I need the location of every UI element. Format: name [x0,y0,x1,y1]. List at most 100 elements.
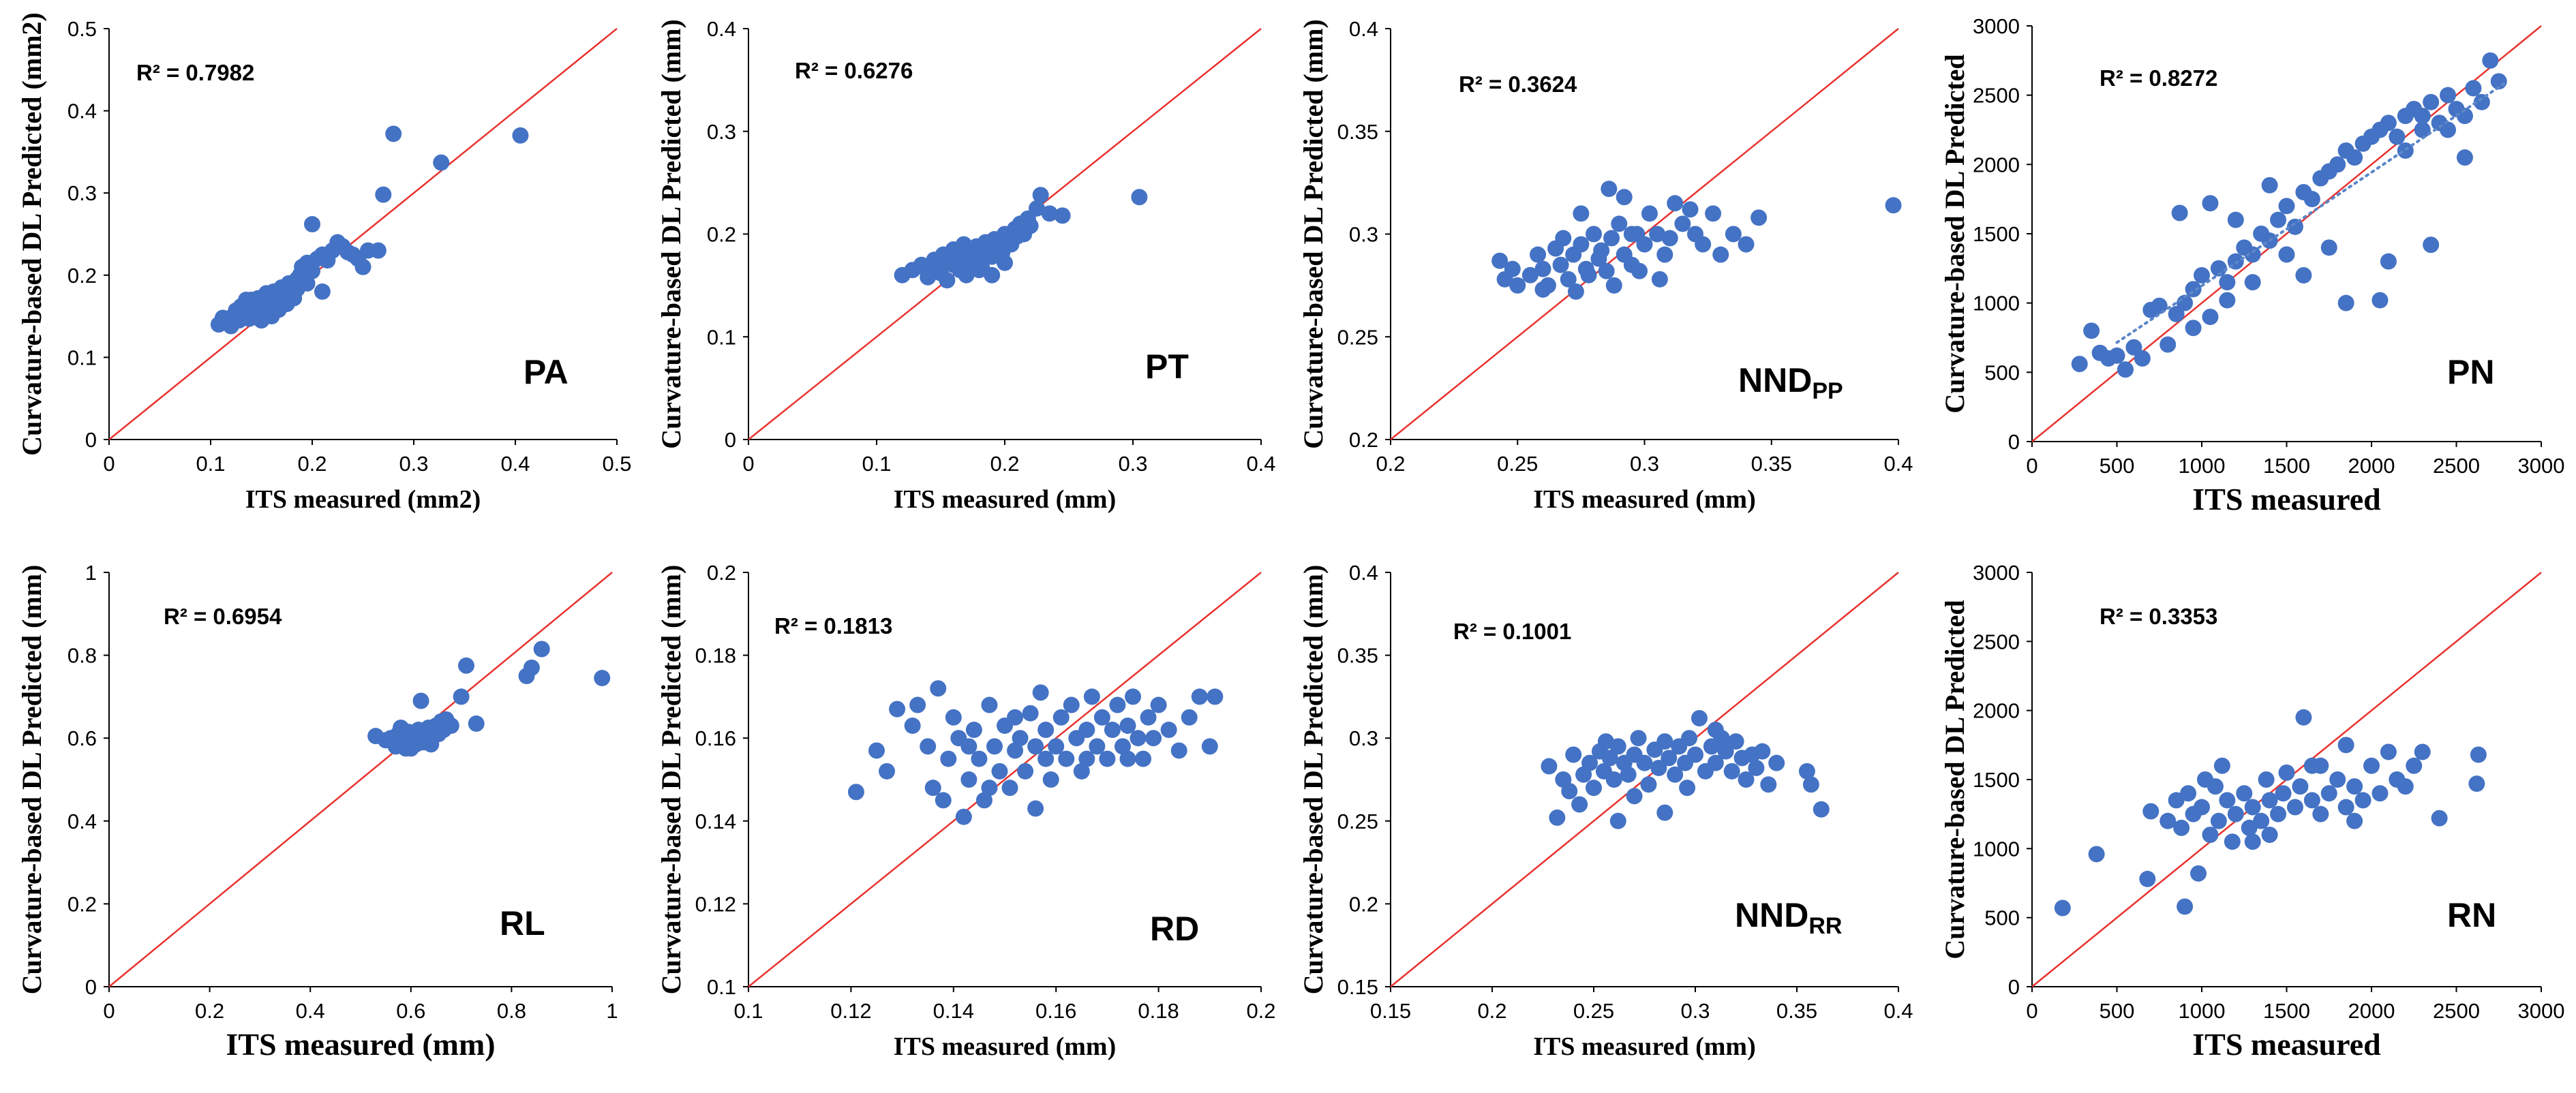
panel-nnd-pp-y-tick-label: 0.3 [1349,223,1378,247]
panel-nnd-rr-data-point [1707,754,1724,771]
panel-rn-data-point [2470,746,2487,763]
panel-rn-y-tick-label: 2000 [1973,699,2020,723]
panel-nnd-rr-data-point [1630,730,1647,747]
panel-nnd-pp-data-point [1603,230,1620,247]
panel-rd-y-tick-label: 0.14 [695,810,736,833]
panel-nnd-pp-data-point [1611,215,1628,232]
panel-nnd-pp-data-point [1560,271,1577,288]
panel-pt-y-tick-label: 0.2 [707,223,736,247]
panel-pn-data-point [2414,121,2431,138]
panel-pt-data-point [933,264,949,281]
panel-nnd-rr-data-point [1813,801,1830,818]
panel-pa-data-point [304,216,320,233]
panel-pn-data-point [2482,52,2499,69]
panel-rd-data-point [1022,705,1039,722]
panel-nnd-rr-data-point [1656,733,1673,750]
panel-nnd-pp-data-point [1573,236,1590,253]
panel-pn-data-point [2194,267,2210,283]
panel-rn-data-point [2241,819,2258,836]
panel-nnd-pp-x-tick-label: 0.3 [1630,452,1659,476]
panel-rl-data-point [594,670,611,687]
panel-rn-data-point [2295,709,2312,726]
panel-pt-data-point [945,256,962,273]
panel-rl-data-point [533,641,550,658]
panel-nnd-rr-y-tick-label: 0.4 [1349,561,1378,585]
panel-rd-data-point [1063,696,1080,713]
panel-nnd-rr-x-tick-label: 0.35 [1776,999,1817,1023]
panel-rn-data-point [2194,799,2210,816]
panel-nnd-pp-data-point [1636,236,1653,253]
panel-nnd-pp-data-point [1649,226,1666,243]
panel-nnd-pp-y-tick-label: 0.4 [1349,17,1378,41]
panel-pa-x-tick-label: 0.5 [602,452,631,476]
panel-rd-y-tick-label: 0.18 [695,644,736,668]
panel-rd-data-point [1078,750,1095,767]
panel-pa-y-tick-label: 0.5 [67,17,97,41]
panel-nnd-pp-x-axis-title: ITS measured (mm) [1533,485,1756,514]
panel-rl-data-point [423,736,440,753]
panel-pn-data-point [2295,267,2312,283]
panel-rl-r2-label: R² = 0.6954 [164,604,282,629]
panel-nnd-pp-data-point [1580,266,1597,283]
panel-rn-data-point [2363,757,2380,774]
panel-rn-x-axis-title: ITS measured [2192,1027,2381,1062]
panel-rn-data-point [2292,778,2309,795]
panel-nnd-rr-data-point [1640,776,1657,793]
panel-pn-data-point [2380,114,2397,132]
panel-pn-data-point [2219,292,2236,309]
panel-nnd-pp-data-point [1555,230,1572,247]
panel-pt-x-tick-label: 0.2 [990,452,1019,476]
panel-pt-data-point [1032,187,1049,204]
panel-pn-data-point [2389,128,2406,145]
panel-rd-data-point [1037,722,1055,739]
panel-nnd-pp-data-point [1598,262,1615,279]
panel-rl-x-tick-label: 0.6 [396,999,425,1023]
panel-nnd-rr-data-point [1667,766,1684,783]
panel-nnd-rr-data-point [1687,746,1703,763]
panel-pn-data-point [2227,211,2244,228]
panel-rn-data-point [2168,792,2185,809]
panel-nnd-pp-data-point [1534,281,1551,298]
panel-rd-data-point [1191,688,1208,705]
panel-rl-y-tick-label: 0.8 [67,644,97,668]
panel-rl-x-tick-label: 0.2 [195,999,224,1023]
panel-rn-y-tick-label: 2500 [1973,630,2020,653]
panel-nnd-rr-data-point [1581,754,1598,771]
panel-rn-data-point [2275,785,2292,802]
panel-nnd-rr-data-point [1723,763,1740,780]
panel-pa-x-axis-title: ITS measured (mm2) [245,485,481,514]
panel-nnd-pp-panel-label-subscript: PP [1812,378,1843,404]
panel-nnd-rr-data-point [1748,759,1765,776]
panel-rl-data-point [412,692,429,709]
panel-rl-x-tick-label: 0.8 [497,999,526,1023]
panel-rd-data-point [1017,763,1034,780]
panel-rd-data-point [981,780,998,797]
panel-pa-data-point [385,125,402,142]
panel-nnd-pp-data-point [1682,201,1699,218]
panel-nnd-pp-data-point [1521,266,1539,283]
panel-nnd-pp-data-point [1631,262,1648,279]
panel-pt-r2-label: R² = 0.6276 [795,58,913,83]
panel-nnd-pp-data-point [1661,230,1678,247]
panel-rn-data-point [2286,799,2303,816]
panel-rd-data-point [1012,730,1029,747]
panel-nnd-pp-y-axis-title: Curvature-based DL Predicted (mm) [1298,19,1329,449]
panel-rd-data-point [940,750,957,767]
panel-pn-data-point [2473,93,2490,110]
panel-pa-data-point [258,285,275,302]
panel-rl-y-tick-label: 1 [85,561,97,585]
panel-nnd-pp-data-point [1641,205,1658,222]
panel-rd-data-point [1125,688,1141,705]
panel-rn-x-tick-label: 500 [2100,999,2135,1023]
panel-pn-data-point [2171,204,2188,221]
panel-rn-y-tick-label: 3000 [1973,561,2020,585]
panel-pn-r2-label: R² = 0.8272 [2100,65,2217,91]
panel-nnd-rr-data-point [1571,796,1588,813]
panel-pn-data-point [2414,108,2431,125]
panel-rn-data-point [2337,799,2354,816]
panel-rd-data-point [1145,730,1162,747]
panel-rn-data-point [2261,792,2278,809]
panel-rd-data-point [847,784,864,801]
panel-rn-data-point [2414,743,2431,760]
